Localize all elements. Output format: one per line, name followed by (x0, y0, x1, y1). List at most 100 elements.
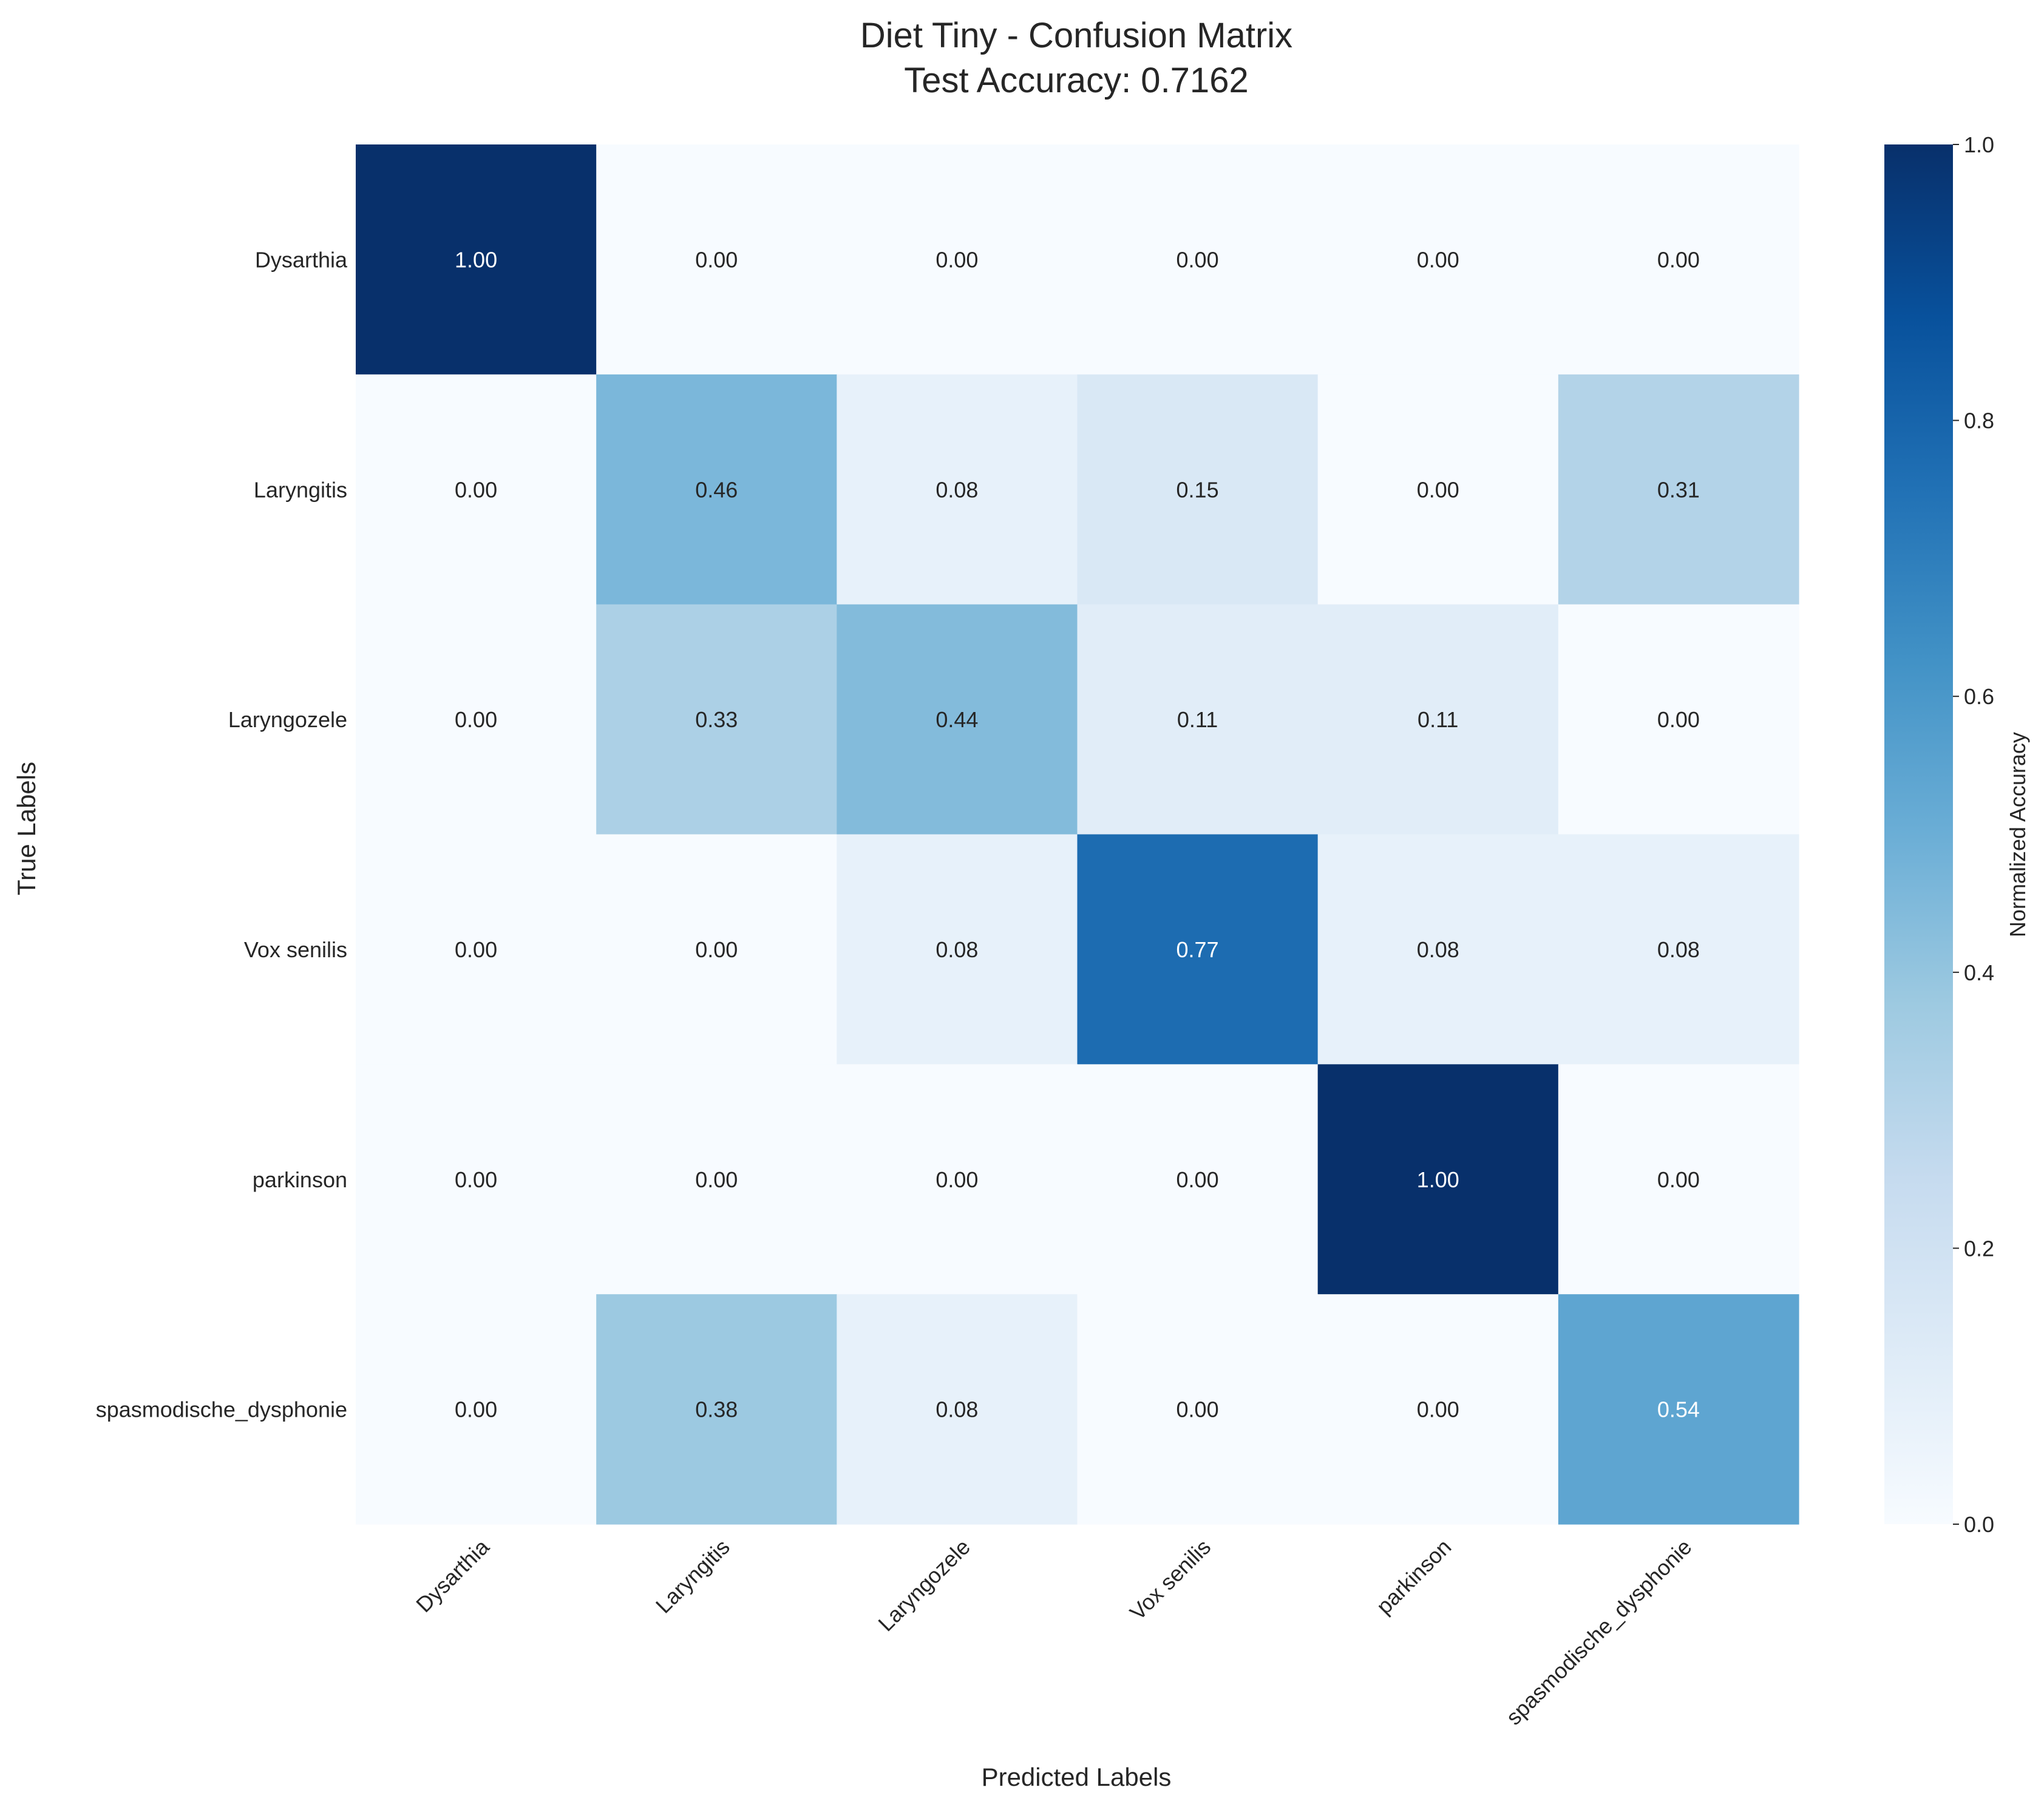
cell-value-label: 0.00 (1417, 247, 1459, 272)
heatmap-cell (356, 374, 597, 605)
heatmap-cell (837, 1294, 1078, 1525)
y-tick-label: Laryngitis (254, 477, 347, 502)
cell-value-label: 1.00 (1417, 1167, 1459, 1192)
heatmap-cell (1317, 1294, 1559, 1525)
cell-value-label: 0.00 (455, 707, 497, 732)
y-axis-label: True Labels (12, 762, 41, 895)
y-axis-tick-labels: Dysarthia Laryngitis Laryngozele Vox senili… (96, 247, 348, 1422)
heatmap-cell (837, 374, 1078, 605)
cell-value-label: 0.00 (455, 477, 497, 502)
heatmap-cell (356, 1064, 597, 1295)
cell-value-label: 0.08 (935, 477, 978, 502)
heatmap-cell (596, 1064, 837, 1295)
x-tick-label: spasmodische_dysphonie (1501, 1534, 1697, 1730)
heatmap-cell (1558, 834, 1799, 1065)
heatmap-cell (1077, 1064, 1319, 1295)
cell-value-label: 0.08 (1417, 937, 1459, 962)
colorbar-tick-label: 1.0 (1964, 132, 1994, 157)
cell-value-label: 0.08 (935, 937, 978, 962)
y-tick-label: parkinson (253, 1167, 347, 1192)
cell-value-label: 0.00 (935, 1167, 978, 1192)
x-tick-label: Dysarthia (411, 1534, 494, 1617)
heatmap-cell (1558, 1294, 1799, 1525)
colorbar-label: Normalized Accuracy (2005, 732, 2030, 937)
chart-title-line-1: Diet Tiny - Confusion Matrix (860, 16, 1292, 55)
cell-value-label: 0.11 (1418, 707, 1458, 732)
heatmap-cell (1077, 604, 1319, 835)
heatmap-cell (596, 144, 837, 375)
colorbar-ticks: 0.0 0.2 0.4 0.6 0.8 1.0 (1953, 132, 1994, 1537)
heatmap-cell (1317, 374, 1559, 605)
heatmap-cell-labels: 1.00 0.00 0.00 0.00 0.00 0.00 0.00 0.46 0.08 0.15… (455, 247, 1700, 1422)
y-tick-label: Laryngozele (228, 707, 347, 732)
cell-value-label: 0.00 (695, 247, 738, 272)
heatmap-cell (356, 1294, 597, 1525)
cell-value-label: 0.15 (1176, 477, 1219, 502)
colorbar-tick-label: 0.8 (1964, 409, 1994, 433)
cell-value-label: 0.00 (1657, 1167, 1700, 1192)
heatmap-cell (837, 1064, 1078, 1295)
cell-value-label: 0.00 (1176, 247, 1219, 272)
cell-value-label: 0.31 (1657, 477, 1700, 502)
y-tick-label: Dysarthia (255, 247, 348, 272)
heatmap-cells (356, 144, 1799, 1525)
cell-value-label: 0.38 (695, 1397, 738, 1422)
heatmap-cell (1077, 144, 1319, 375)
cell-value-label: 0.08 (935, 1397, 978, 1422)
heatmap-cell (356, 144, 597, 375)
heatmap-cell (1317, 1064, 1559, 1295)
cell-value-label: 0.11 (1177, 707, 1218, 732)
colorbar-tick-label: 0.0 (1964, 1512, 1994, 1537)
heatmap-cell (1077, 834, 1319, 1065)
cell-value-label: 0.00 (1657, 247, 1700, 272)
cell-value-label: 0.77 (1176, 937, 1219, 962)
heatmap-cell (596, 374, 837, 605)
cell-value-label: 0.00 (1176, 1167, 1219, 1192)
cell-value-label: 0.44 (935, 707, 978, 732)
heatmap-cell (1317, 834, 1559, 1065)
heatmap-cell (596, 834, 837, 1065)
cell-value-label: 1.00 (455, 247, 497, 272)
heatmap-cell (1077, 374, 1319, 605)
heatmap-cell (1558, 374, 1799, 605)
x-axis-label: Predicted Labels (982, 1763, 1172, 1791)
heatmap-cell (1558, 144, 1799, 375)
x-tick-label: Laryngozele (873, 1534, 975, 1636)
colorbar-tick-label: 0.6 (1964, 684, 1994, 709)
cell-value-label: 0.54 (1657, 1397, 1700, 1422)
colorbar-tick-label: 0.4 (1964, 960, 1994, 985)
heatmap-cell (356, 834, 597, 1065)
x-tick-label: Vox senilis (1125, 1534, 1215, 1625)
cell-value-label: 0.46 (695, 477, 738, 502)
heatmap-cell (356, 604, 597, 835)
heatmap-cell (1317, 144, 1559, 375)
cell-value-label: 0.00 (455, 937, 497, 962)
heatmap-cell (1558, 604, 1799, 835)
heatmap-cell (1317, 604, 1559, 835)
heatmap-cell (837, 604, 1078, 835)
y-tick-label: Vox senilis (244, 937, 347, 962)
heatmap-cell (596, 1294, 837, 1525)
x-axis-tick-labels: Dysarthia Laryngitis Laryngozele Vox senili… (411, 1534, 1696, 1730)
colorbar-tick-label: 0.2 (1964, 1236, 1994, 1261)
heatmap-cell (837, 834, 1078, 1065)
cell-value-label: 0.00 (1657, 707, 1700, 732)
heatmap-cell (596, 604, 837, 835)
heatmap-cell (1558, 1064, 1799, 1295)
x-tick-label: Laryngitis (651, 1534, 735, 1618)
cell-value-label: 0.00 (1417, 1397, 1459, 1422)
cell-value-label: 0.00 (695, 1167, 738, 1192)
y-tick-label: spasmodische_dysphonie (96, 1397, 347, 1422)
cell-value-label: 0.08 (1657, 937, 1700, 962)
heatmap-cell (837, 144, 1078, 375)
heatmap-cell (1077, 1294, 1319, 1525)
cell-value-label: 0.00 (455, 1397, 497, 1422)
chart-title-line-2: Test Accuracy: 0.7162 (904, 61, 1248, 100)
cell-value-label: 0.00 (1176, 1397, 1219, 1422)
cell-value-label: 0.00 (1417, 477, 1459, 502)
cell-value-label: 0.00 (455, 1167, 497, 1192)
x-tick-label: parkinson (1371, 1534, 1456, 1619)
cell-value-label: 0.00 (695, 937, 738, 962)
cell-value-label: 0.33 (695, 707, 738, 732)
